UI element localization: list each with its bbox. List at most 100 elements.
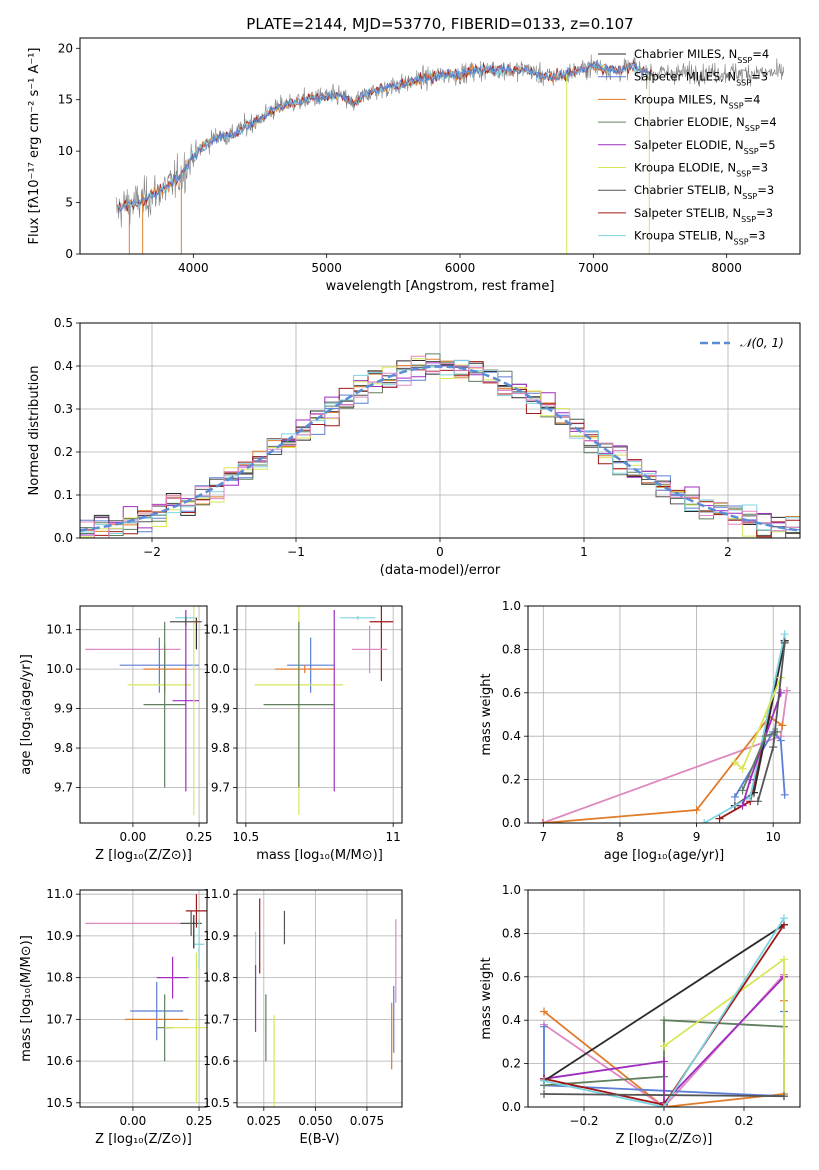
weight-marker bbox=[738, 801, 747, 810]
weight-marker bbox=[776, 736, 785, 745]
legend-label: Kroupa ELODIE, NSSP=3 bbox=[634, 161, 768, 179]
y-axis-label: age [log₁₀(age/yr)] bbox=[19, 654, 34, 775]
histogram-step bbox=[80, 358, 800, 538]
y-tick-label: 1.0 bbox=[502, 599, 521, 613]
x-tick-label: 11 bbox=[386, 830, 401, 844]
axes-frame bbox=[527, 889, 801, 1108]
x-tick-label: 6000 bbox=[445, 261, 476, 275]
x-tick-label: 1 bbox=[580, 545, 588, 559]
x-tick-label: 0.075 bbox=[350, 1114, 384, 1128]
x-tick-label: −1 bbox=[287, 545, 305, 559]
weight-marker bbox=[540, 1007, 548, 1016]
weight-marker bbox=[539, 819, 548, 823]
legend-label: Chabrier ELODIE, NSSP=4 bbox=[634, 115, 777, 133]
x-axis-label: wavelength [Angstrom, rest frame] bbox=[326, 279, 555, 294]
x-tick-label: 0 bbox=[436, 545, 444, 559]
x-tick-label: 0.025 bbox=[247, 1114, 281, 1128]
legend-label: Kroupa MILES, NSSP=4 bbox=[634, 92, 760, 110]
x-axis-label: mass [log₁₀(M/M⊙)] bbox=[256, 848, 383, 863]
x-tick-label: 4000 bbox=[178, 261, 209, 275]
y-tick-label: 0.4 bbox=[502, 729, 521, 743]
y-tick-label: 11.0 bbox=[203, 887, 230, 901]
legend-label: Salpeter MILES, NSSP=3 bbox=[634, 70, 768, 88]
weight-marker bbox=[782, 686, 791, 695]
x-tick-label: 0.00 bbox=[120, 830, 147, 844]
x-axis-label: Z [log₁₀(Z/Z⊙)] bbox=[95, 1132, 192, 1147]
x-tick-label: 0.25 bbox=[186, 830, 213, 844]
weight-marker bbox=[660, 1016, 668, 1025]
y-tick-label: 0.2 bbox=[54, 445, 73, 459]
y-tick-label: 10.1 bbox=[203, 623, 230, 637]
plot-area-age-vs-mass bbox=[254, 606, 394, 816]
y-tick-label: 0.8 bbox=[502, 926, 521, 940]
weight-marker bbox=[700, 819, 709, 823]
y-axis-label: mass weight bbox=[479, 673, 494, 755]
x-axis-label: age [log₁₀(age/yr)] bbox=[604, 848, 725, 863]
y-axis-label: Normed distribution bbox=[27, 366, 42, 496]
weight-line bbox=[543, 917, 785, 1107]
y-tick-label: 10.5 bbox=[203, 1096, 230, 1110]
x-tick-label: 8000 bbox=[711, 261, 742, 275]
y-tick-label: 0 bbox=[65, 247, 73, 261]
plot-area-weight-vs-age bbox=[538, 630, 791, 823]
spectrum-model-line bbox=[118, 60, 653, 212]
x-tick-label: 0.00 bbox=[120, 1114, 147, 1128]
x-axis-label: (data-model)/error bbox=[380, 563, 501, 578]
x-tick-label: 5000 bbox=[311, 261, 342, 275]
y-tick-label: 10.1 bbox=[46, 623, 73, 637]
y-tick-label: 0.1 bbox=[54, 488, 73, 502]
weight-marker bbox=[660, 1103, 668, 1107]
legend-label: Salpeter STELIB, NSSP=3 bbox=[634, 206, 773, 224]
y-tick-label: 9.8 bbox=[54, 741, 73, 755]
x-axis-label: Z [log₁₀(Z/Z⊙)] bbox=[95, 848, 192, 863]
spectrum-model-line bbox=[118, 60, 653, 214]
x-tick-label: 10 bbox=[766, 830, 781, 844]
y-axis-label: Flux [fλ10⁻¹⁷ erg cm⁻² s⁻¹ A⁻¹] bbox=[27, 48, 42, 245]
x-tick-label: 8 bbox=[616, 830, 624, 844]
weight-marker bbox=[738, 786, 747, 795]
legend-label: Chabrier STELIB, NSSP=3 bbox=[634, 183, 774, 201]
y-tick-label: 0.6 bbox=[502, 686, 521, 700]
weight-marker bbox=[730, 792, 739, 801]
histogram-step bbox=[80, 353, 800, 536]
y-tick-label: 10.0 bbox=[46, 662, 73, 676]
axes-weight-vs-age: 7 8 9 10 0.0 0.2 0.4 0.6 0.8 1.0 age [log₁₀(age/yr… bbox=[479, 599, 801, 863]
y-tick-label: 10.6 bbox=[46, 1054, 73, 1068]
legend-label: Kroupa STELIB, NSSP=3 bbox=[634, 229, 765, 247]
y-tick-label: 9.8 bbox=[211, 741, 230, 755]
y-tick-label: 10.8 bbox=[46, 971, 73, 985]
weight-marker bbox=[692, 805, 701, 814]
legend-label: Salpeter ELODIE, NSSP=5 bbox=[634, 138, 776, 156]
y-tick-label: 0.0 bbox=[54, 531, 73, 545]
x-tick-label: 0.050 bbox=[298, 1114, 332, 1128]
y-tick-label: 10.6 bbox=[203, 1054, 230, 1068]
y-tick-label: 9.9 bbox=[211, 702, 230, 716]
weight-marker bbox=[746, 792, 755, 801]
weight-line bbox=[543, 923, 785, 1082]
weight-marker bbox=[540, 1089, 548, 1098]
y-tick-label: 11.0 bbox=[46, 887, 73, 901]
weight-line bbox=[663, 957, 785, 1097]
y-tick-label: 9.9 bbox=[54, 702, 73, 716]
y-tick-label: 10.0 bbox=[203, 662, 230, 676]
spectrum-legend: Chabrier MILES, NSSP=4 Salpeter MILES, NS… bbox=[598, 47, 777, 246]
x-tick-label: 7000 bbox=[578, 261, 609, 275]
x-tick-label: 7 bbox=[540, 830, 548, 844]
y-tick-label: 0.2 bbox=[502, 773, 521, 787]
y-tick-label: 10.5 bbox=[46, 1096, 73, 1110]
weight-marker bbox=[660, 1042, 668, 1051]
axes-frame bbox=[79, 605, 208, 824]
weight-marker bbox=[738, 764, 747, 773]
weight-marker bbox=[780, 630, 789, 639]
axes-frame bbox=[236, 605, 403, 824]
weight-marker bbox=[730, 758, 739, 767]
plot-area-residuals bbox=[80, 353, 800, 538]
weight-marker bbox=[780, 1092, 788, 1101]
plot-area-mass-vs-ebv bbox=[254, 898, 397, 1107]
axes-spectrum: 4000 5000 6000 7000 8000 0 5 10 15 20 wavelength [… bbox=[27, 37, 801, 294]
weight-marker bbox=[769, 743, 778, 752]
y-tick-label: 0.6 bbox=[502, 970, 521, 984]
y-tick-label: 0.8 bbox=[502, 642, 521, 656]
weight-line bbox=[543, 976, 785, 1105]
